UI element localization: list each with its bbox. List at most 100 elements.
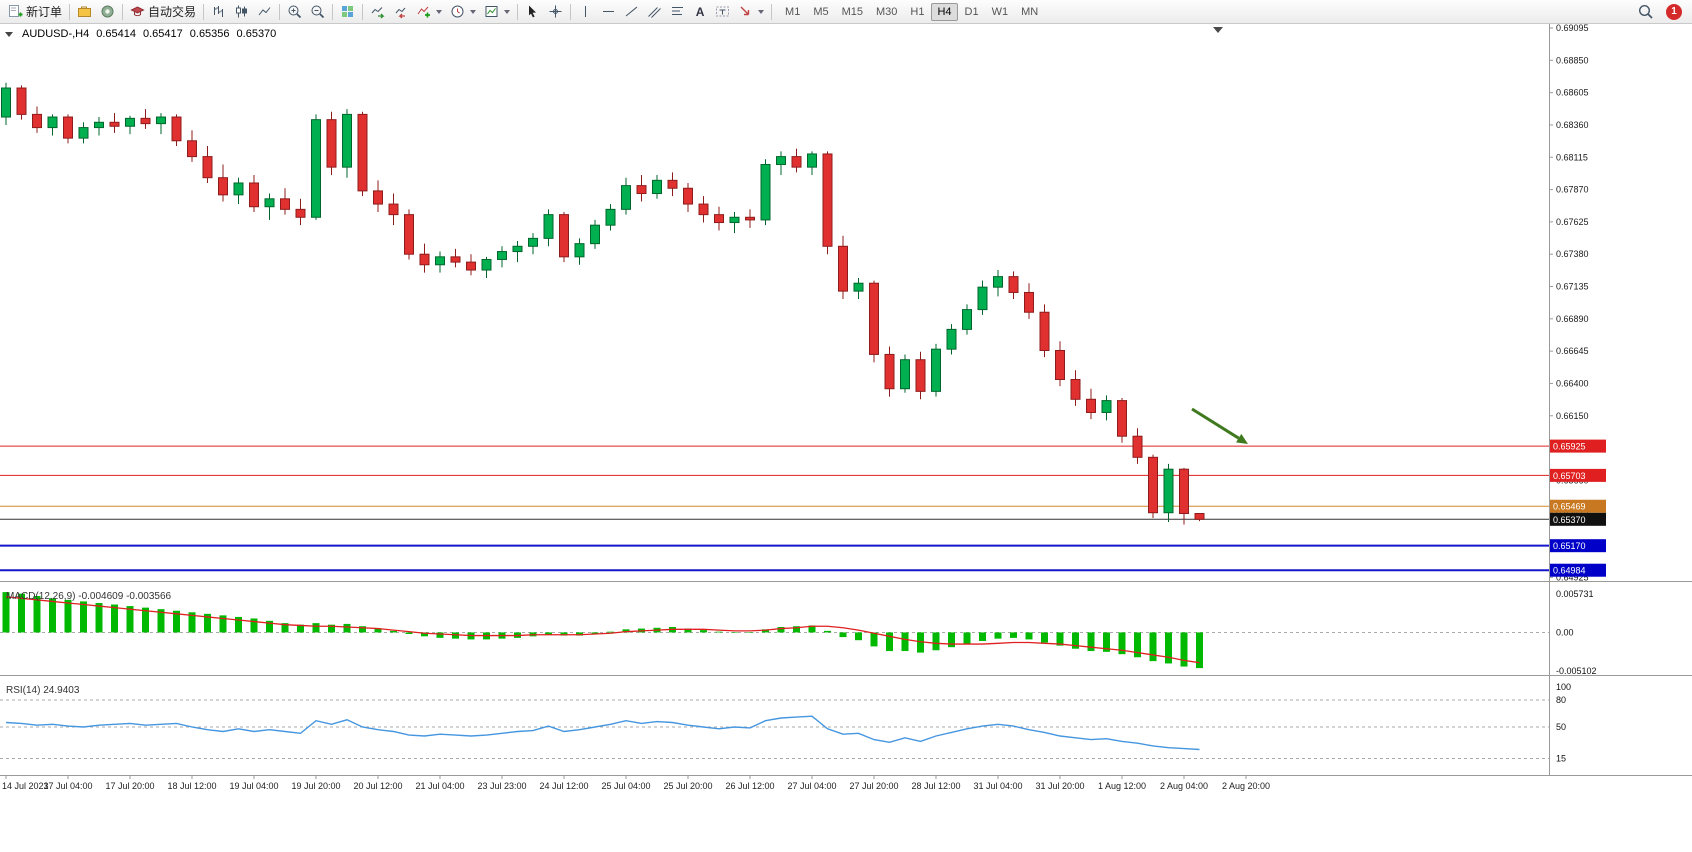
- timeframe-button-d1[interactable]: D1: [964, 5, 979, 18]
- macd-bar: [80, 601, 87, 633]
- macd-bar: [157, 609, 165, 633]
- toolbar-separator: [570, 3, 572, 20]
- vertical-line-button[interactable]: [574, 2, 597, 21]
- equidistant-channel-button[interactable]: [643, 2, 666, 21]
- ohlc-open: 0.65414: [96, 28, 136, 40]
- bar-chart-button[interactable]: [207, 2, 230, 21]
- cursor-button[interactable]: [521, 2, 544, 21]
- macd-bar: [1118, 632, 1126, 655]
- one-click-trading-toggle[interactable]: [5, 31, 13, 37]
- macd-bar: [266, 620, 273, 633]
- price-axis-label: 0.67625: [1556, 217, 1589, 227]
- fibonacci-icon: [672, 7, 684, 15]
- macd-bar: [1025, 632, 1033, 640]
- macd-bar: [95, 602, 103, 633]
- tile-windows-button[interactable]: [336, 2, 359, 21]
- macd-axis-label: 0.005731: [1556, 589, 1594, 599]
- macd-bar: [855, 632, 862, 641]
- candle: [652, 179, 662, 195]
- time-axis-label: 25 Jul 20:00: [663, 781, 712, 791]
- cursor-icon: [529, 5, 537, 18]
- macd-bar: [762, 629, 769, 633]
- trendline-button[interactable]: [620, 2, 643, 21]
- macd-histogram: [2, 592, 1203, 669]
- time-axis-label: 25 Jul 04:00: [601, 781, 650, 791]
- timeframe-button-m1[interactable]: M1: [785, 5, 801, 18]
- candlestick-series: [1, 82, 1205, 525]
- macd-bar: [808, 625, 816, 633]
- candle: [450, 256, 461, 263]
- candle: [1117, 400, 1127, 437]
- candle: [109, 121, 120, 127]
- price-axis-label: 0.68360: [1556, 120, 1589, 130]
- chart-canvas[interactable]: 0.69095 0.68850 0.68605 0.68360 0.68115 0.678…: [0, 23, 1692, 852]
- periods-button[interactable]: [446, 2, 480, 21]
- macd-bar: [2, 592, 10, 633]
- macd-bar: [793, 626, 800, 633]
- timeframe-button-m15[interactable]: M15: [841, 5, 863, 18]
- candle: [218, 177, 228, 196]
- timeframe-button-m30[interactable]: M30: [876, 5, 898, 18]
- candle: [1132, 435, 1143, 458]
- macd-bar: [436, 632, 444, 638]
- candle: [32, 113, 42, 129]
- label-tool-button[interactable]: [711, 2, 734, 21]
- candle: [63, 116, 73, 139]
- toolbar-separator: [279, 3, 281, 20]
- dropdown-caret: [504, 9, 511, 14]
- time-axis-label: 20 Jul 12:00: [353, 781, 402, 791]
- horizontal-line-button[interactable]: [597, 2, 620, 21]
- price-badge-label: 0.64984: [1553, 566, 1586, 576]
- candle: [280, 198, 290, 210]
- new-order-button[interactable]: 新订单: [4, 2, 66, 21]
- zoom-in-button[interactable]: [283, 2, 306, 21]
- timeframe-button-mn[interactable]: MN: [1021, 5, 1039, 18]
- candle: [512, 245, 523, 253]
- candle: [78, 127, 89, 139]
- candle: [729, 216, 740, 224]
- arrow-annotation[interactable]: [1191, 407, 1240, 440]
- arrow-annotation-head: [1236, 433, 1248, 444]
- timeframe-button-h4[interactable]: H4: [931, 2, 958, 21]
- arrows-tool-icon: [740, 6, 750, 16]
- timeframe-button-w1[interactable]: W1: [991, 5, 1009, 18]
- profiles-button[interactable]: [73, 2, 96, 21]
- candle: [435, 256, 445, 266]
- time-axis-label: 19 Jul 20:00: [291, 781, 340, 791]
- macd-bar: [994, 632, 1002, 639]
- templates-button[interactable]: [480, 2, 514, 21]
- indicators-button[interactable]: [412, 2, 446, 21]
- rsi-axis-label: 15: [1556, 754, 1566, 764]
- macd-bar: [374, 628, 382, 633]
- price-badge: [1550, 439, 1606, 453]
- macd-bar: [33, 595, 41, 633]
- candle: [900, 359, 910, 390]
- text-tool-button[interactable]: A: [689, 2, 711, 21]
- auto-scroll-button[interactable]: [366, 2, 389, 21]
- timeframe-button-h1[interactable]: H1: [910, 5, 925, 18]
- zoom-out-button[interactable]: [306, 2, 329, 21]
- candle: [993, 276, 1003, 288]
- crosshair-button[interactable]: [544, 2, 567, 21]
- candle: [977, 286, 988, 311]
- community-icon: [101, 5, 114, 18]
- candle: [683, 187, 693, 205]
- arrows-tool-button[interactable]: [734, 2, 768, 21]
- macd-bar: [405, 632, 413, 634]
- chart-shift-button[interactable]: [389, 2, 412, 21]
- dropdown-caret: [436, 9, 443, 14]
- timeframe-button-m5[interactable]: M5: [813, 5, 829, 18]
- algo-trading-button[interactable]: 自动交易: [126, 2, 200, 21]
- crosshair-icon: [549, 5, 562, 18]
- fibonacci-button[interactable]: [666, 2, 689, 21]
- time-axis-label: 18 Jul 12:00: [167, 781, 216, 791]
- candlestick-chart-button[interactable]: [230, 2, 253, 21]
- line-chart-button[interactable]: [253, 2, 276, 21]
- notification-badge[interactable]: 1: [1666, 3, 1682, 20]
- candle: [140, 117, 151, 125]
- chart-shift-marker[interactable]: [1213, 27, 1223, 33]
- algo-trading-icon: [130, 6, 145, 17]
- candle: [171, 116, 182, 142]
- community-button[interactable]: [96, 2, 119, 21]
- search-button[interactable]: [1634, 2, 1658, 21]
